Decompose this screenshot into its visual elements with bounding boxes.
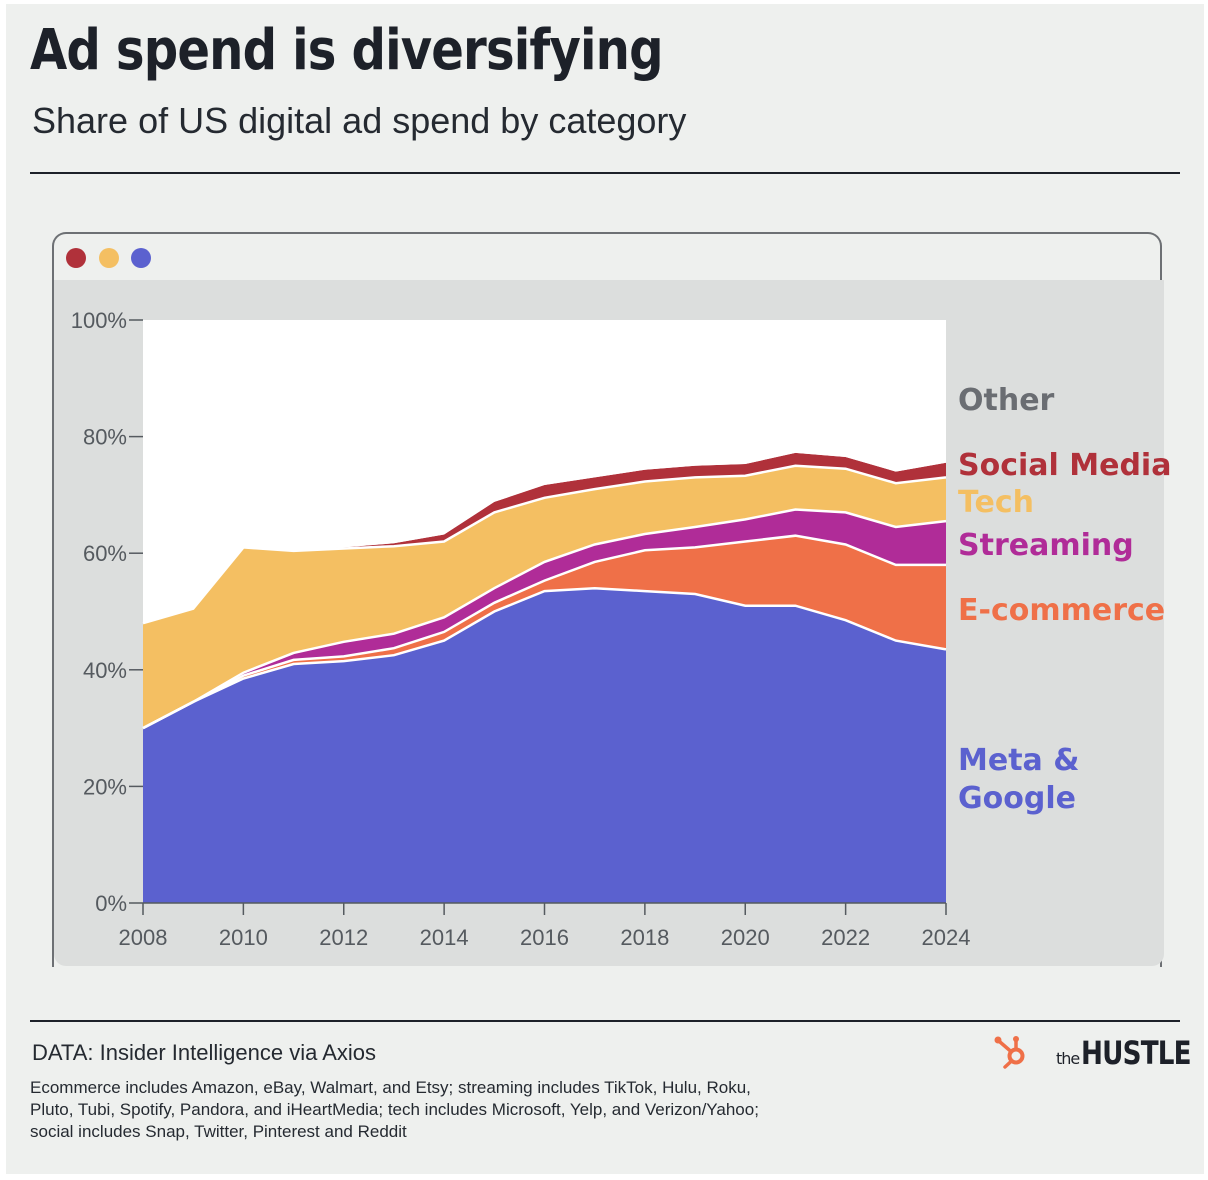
legend-label-meta-google: Meta & [958,743,1079,778]
page-title: Ad spend is diversifying [30,18,664,83]
x-tick-label: 2008 [119,925,168,950]
boundary-streaming [142,508,947,730]
boundary-meta-google [142,586,947,730]
window-dot-red [66,248,86,268]
footer-divider [30,1020,1180,1022]
y-tick-label: 60% [83,541,127,566]
y-tick-label: 20% [83,774,127,799]
x-tick-label: 2014 [420,925,469,950]
y-tick-label: 80% [83,425,127,450]
legend-label-meta-google: Google [958,781,1076,816]
area-social-media [143,452,946,624]
x-tick-label: 2016 [520,925,569,950]
legend-label-social-media: Social Media [958,448,1171,483]
page-subtitle: Share of US digital ad spend by category [32,100,687,141]
x-tick-label: 2022 [821,925,870,950]
y-tick-label: 40% [83,658,127,683]
header-divider [30,172,1180,174]
data-source: DATA: Insider Intelligence via Axios [32,1040,377,1065]
x-tick-label: 2012 [319,925,368,950]
y-tick-label: 0% [95,891,127,916]
the-hustle-logo: the HUSTLE [1056,1034,1208,1074]
window-dot-blue [131,248,151,268]
area-tech [143,465,946,729]
boundary-e-commerce [142,534,946,730]
y-tick-label: 100% [71,308,127,333]
brand-hustle: HUSTLE [1081,1034,1192,1072]
area-e-commerce [143,535,946,729]
area-streaming [143,509,946,729]
legend-label-other: Other [958,383,1055,418]
x-tick-label: 2010 [219,925,268,950]
legend-label-streaming: Streaming [958,528,1134,563]
legend-label-e-commerce: E-commerce [958,593,1165,628]
brand-the: the [1056,1049,1080,1068]
legend-label-tech: Tech [958,485,1034,520]
window-dot-yellow [99,248,119,268]
hubspot-sprocket-icon [994,1036,1025,1069]
x-tick-label: 2020 [721,925,770,950]
footnote: Ecommerce includes Amazon, eBay, Walmart… [30,1078,759,1141]
x-tick-label: 2024 [922,925,971,950]
x-tick-label: 2018 [620,925,669,950]
boundary-tech [142,464,947,625]
area-meta-google [143,588,946,903]
